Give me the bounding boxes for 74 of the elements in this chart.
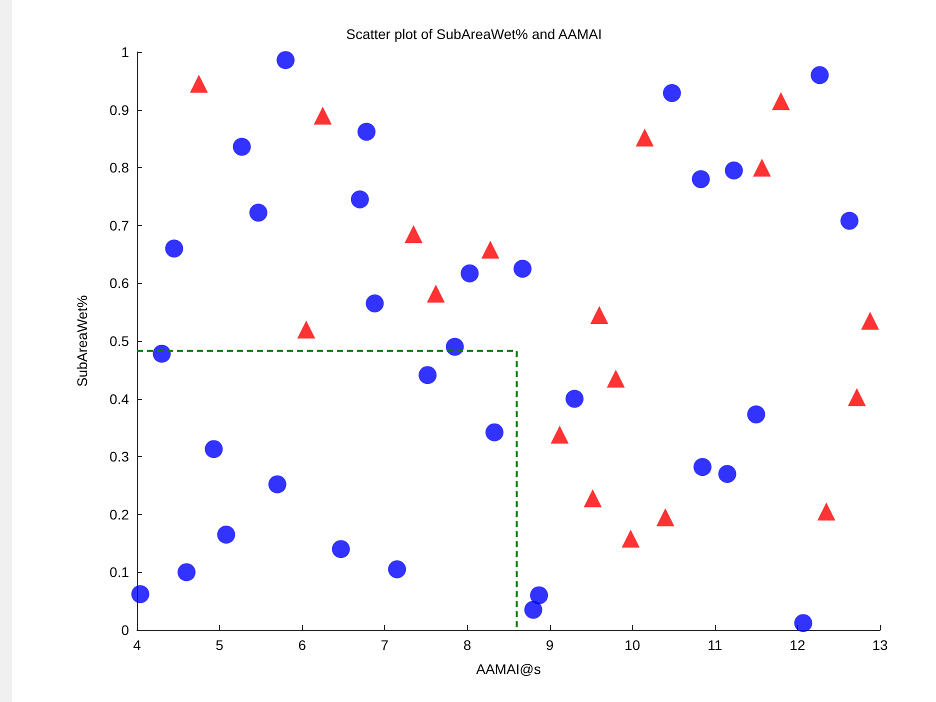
point [636,128,654,147]
point [861,312,880,330]
point [694,458,712,476]
point [165,240,184,258]
y-tick-label: 1 [121,44,130,60]
point [566,390,584,408]
point [840,212,858,230]
point [590,306,608,324]
y-tick-label: 0.1 [110,564,130,580]
point [268,475,286,494]
point [152,344,171,363]
point [514,260,532,278]
point [426,284,445,303]
point [530,586,548,604]
point [810,66,829,84]
point [297,320,316,338]
point [794,614,812,632]
x-tick-label: 4 [133,637,142,653]
y-tick-label: 0.5 [110,333,130,349]
y-tick-label: 0.7 [110,217,130,234]
point [404,225,423,244]
point [485,423,504,442]
y-tick-label: 0.2 [110,506,130,522]
point [524,600,542,619]
point [724,161,743,180]
point [460,264,479,282]
x-tick-label: 6 [298,637,306,653]
x-tick-label: 9 [546,637,554,653]
point [622,530,640,548]
y-tick-label: 0.4 [110,390,130,407]
x-tick-label: 12 [790,637,806,653]
y-tick-label: 0.3 [110,448,130,465]
point [204,440,223,458]
x-tick-label: 11 [708,637,722,653]
x-tick-label: 13 [872,637,888,653]
x-tick-label: 8 [463,637,472,653]
point [388,560,406,578]
point [662,84,681,102]
point [178,563,196,582]
point [418,366,437,384]
point [190,74,208,93]
point [446,338,464,356]
chart-title: Scatter plot of SubAreaWet% and AAMAI [346,26,602,42]
y-axis-title: SubAreaWet% [74,295,90,387]
point [217,526,236,544]
y-tick-label: 0.8 [110,160,130,176]
point [249,204,268,222]
point [481,240,500,259]
point [606,370,625,388]
point [656,508,674,526]
y-tick-label: 0.9 [110,102,130,118]
point [366,294,384,312]
x-axis-title: AAMAI@s [476,661,541,677]
y-tick-label: 0 [121,622,130,638]
point [131,585,150,604]
point [692,170,710,188]
point [584,489,602,508]
point [772,92,790,110]
point [232,138,251,156]
point [848,388,866,406]
point [358,122,376,141]
x-tick-label: 10 [624,637,640,653]
point [350,190,369,208]
point [276,51,295,70]
x-tick-label: 7 [380,637,389,653]
point [332,540,350,558]
x-tick-label: 5 [216,637,224,653]
point [314,106,332,125]
point [550,426,569,444]
y-tick-label: 0.6 [110,275,130,292]
point [718,464,736,483]
point [817,502,836,521]
point [752,158,771,177]
point [747,405,766,424]
